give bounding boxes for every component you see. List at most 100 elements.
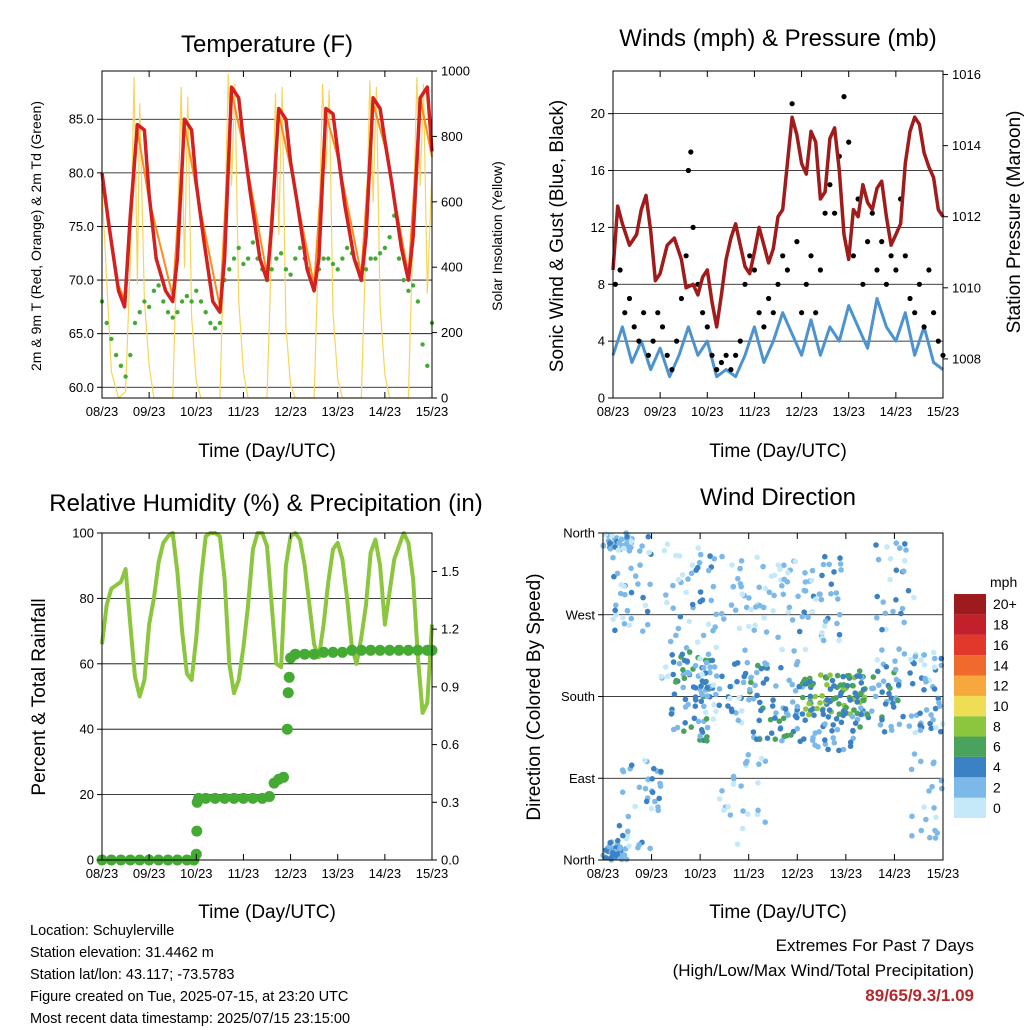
direction-point — [626, 548, 633, 554]
precip-point — [318, 646, 330, 658]
direction-point — [756, 584, 762, 591]
gust-point — [728, 367, 734, 373]
direction-point — [930, 649, 937, 656]
dewpoint-point — [113, 352, 119, 358]
direction-point — [744, 811, 751, 817]
y2-tick-label: 1.5 — [441, 564, 459, 579]
direction-point — [762, 585, 769, 592]
colorbar-label: 14 — [993, 657, 1009, 673]
direction-point — [887, 685, 893, 691]
precip-point — [355, 644, 367, 656]
direction-point — [870, 674, 877, 680]
dewpoint-point — [382, 245, 388, 251]
figure-created: Figure created on Tue, 2025-07-15, at 23… — [30, 989, 349, 1005]
y-tick-label: 100 — [72, 526, 94, 541]
direction-point — [769, 703, 776, 709]
direction-point — [812, 596, 819, 602]
direction-point — [754, 669, 760, 676]
gust-point — [655, 310, 661, 316]
dewpoint-point — [123, 374, 128, 379]
direction-point — [795, 593, 801, 600]
dewpoint-point — [151, 288, 157, 293]
gust-point — [780, 253, 786, 259]
x-tick-label: 08/23 — [86, 866, 119, 881]
direction-point — [931, 664, 938, 670]
gust-point — [704, 324, 710, 330]
dewpoint-point — [212, 326, 218, 331]
x-tick-label: 10/23 — [691, 404, 724, 419]
direction-point — [731, 661, 738, 667]
y-tick-label: 75.0 — [69, 219, 94, 234]
direction-point — [734, 841, 741, 847]
direction-point — [911, 751, 918, 757]
direction-point — [822, 553, 828, 560]
direction-point — [826, 561, 832, 568]
dewpoint-point — [340, 256, 345, 261]
direction-point — [801, 736, 807, 742]
direction-point — [644, 608, 651, 615]
direction-point — [909, 813, 915, 820]
direction-point — [658, 768, 664, 775]
x-tick-label: 12/23 — [785, 404, 818, 419]
direction-point — [932, 705, 939, 712]
gust-point — [733, 352, 739, 358]
direction-point — [780, 715, 787, 722]
gust-point — [761, 324, 767, 330]
direction-point — [779, 583, 785, 589]
direction-point — [746, 623, 752, 630]
gust-point — [756, 310, 762, 316]
direction-point — [906, 723, 913, 729]
direction-point — [908, 766, 915, 773]
direction-point — [840, 673, 846, 680]
direction-point — [820, 561, 827, 568]
direction-point — [826, 707, 833, 713]
x-tick-label: 12/23 — [781, 866, 814, 881]
direction-point — [609, 532, 615, 539]
direction-point — [917, 722, 923, 729]
gust-point — [690, 224, 696, 230]
direction-point — [880, 678, 887, 684]
y-tick-label: 16 — [591, 163, 605, 178]
direction-point — [767, 716, 774, 723]
winds-axes: 08/23 09/23 10/23 11/23 12/23 13/23 14/23 15/23… — [591, 67, 981, 419]
gust-point — [883, 281, 890, 287]
gust-point — [926, 267, 932, 273]
direction-point — [773, 683, 779, 689]
direction-point — [901, 619, 907, 626]
direction-point — [812, 730, 818, 736]
direction-point — [755, 807, 761, 814]
gust-point — [921, 324, 927, 330]
direction-point — [785, 569, 791, 576]
direction-point — [918, 657, 924, 663]
colorbar-swatch — [954, 695, 986, 717]
direction-point — [692, 662, 699, 669]
direction-point — [834, 672, 841, 679]
direction-point — [702, 709, 709, 716]
direction-point — [727, 695, 733, 702]
dewpoint-point — [231, 256, 237, 261]
direction-point — [819, 572, 825, 579]
direction-point — [888, 723, 894, 730]
direction-point — [618, 536, 625, 543]
direction-point — [746, 686, 753, 693]
direction-point — [756, 717, 762, 724]
direction-scatter-series — [600, 530, 946, 863]
y-tick-label: North — [563, 853, 595, 868]
direction-point — [704, 684, 710, 691]
direction-point — [921, 662, 928, 668]
direction-point — [900, 568, 907, 574]
direction-point — [849, 713, 856, 720]
colorbar-label: 8 — [993, 718, 1001, 734]
direction-point — [626, 843, 632, 849]
direction-point — [691, 715, 698, 722]
dewpoint-point — [373, 256, 378, 261]
direction-point — [803, 681, 809, 687]
dewpoint-point — [146, 304, 152, 310]
direction-point — [929, 783, 935, 790]
direction-point — [784, 579, 791, 585]
direction-point — [840, 746, 847, 753]
direction-point — [762, 819, 768, 825]
direction-point — [789, 617, 796, 623]
pressure-line — [611, 115, 945, 329]
precip-point — [308, 648, 320, 660]
